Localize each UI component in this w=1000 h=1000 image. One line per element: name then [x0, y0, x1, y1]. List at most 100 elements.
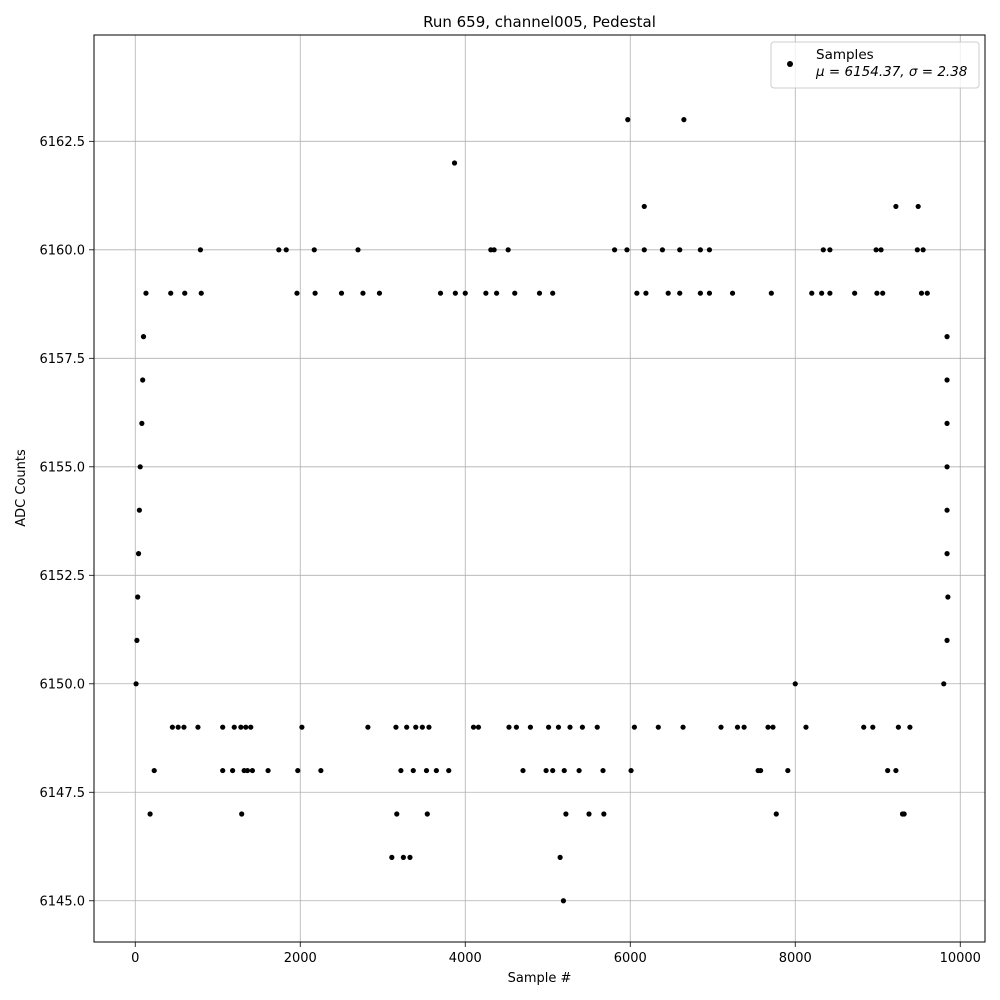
- data-point: [312, 290, 318, 296]
- data-point: [140, 377, 146, 383]
- data-points: [133, 117, 951, 904]
- data-point: [643, 290, 649, 296]
- data-point: [770, 724, 776, 730]
- data-point: [433, 767, 439, 774]
- plot-frame: [93, 34, 986, 943]
- data-point: [641, 247, 647, 253]
- data-point: [874, 290, 880, 296]
- data-point: [625, 117, 631, 123]
- data-point: [404, 724, 410, 730]
- data-point: [697, 247, 703, 253]
- data-point: [628, 767, 634, 774]
- data-point: [941, 681, 947, 687]
- data-point: [944, 464, 950, 470]
- data-point: [238, 724, 244, 730]
- data-point: [276, 247, 282, 253]
- data-point: [827, 290, 833, 296]
- data-point: [819, 290, 825, 296]
- data-point: [758, 767, 764, 774]
- data-point: [634, 290, 640, 296]
- data-point: [220, 767, 226, 774]
- data-point: [944, 420, 950, 426]
- data-point: [765, 724, 771, 730]
- data-point: [423, 767, 430, 774]
- data-point: [318, 767, 324, 774]
- data-point: [924, 290, 930, 296]
- data-point: [407, 854, 413, 860]
- data-point: [827, 247, 833, 253]
- data-point: [239, 811, 245, 817]
- data-point: [299, 724, 305, 730]
- data-point: [389, 854, 395, 860]
- axis-ticks: 0 2000 4000 6000 8000 10000 6145.0 6147.5 6150.0…: [40, 135, 981, 966]
- data-point: [785, 767, 791, 774]
- data-point: [527, 724, 534, 730]
- data-point: [426, 724, 432, 730]
- data-point: [944, 334, 950, 340]
- data-point: [560, 898, 567, 904]
- data-point: [631, 724, 637, 730]
- data-point: [792, 681, 798, 687]
- data-point: [914, 247, 920, 253]
- data-point: [680, 724, 686, 730]
- data-point: [729, 290, 736, 296]
- data-point: [249, 767, 255, 774]
- data-point: [410, 767, 416, 774]
- data-point: [576, 767, 582, 774]
- y-tick-label: 6155.0: [40, 460, 86, 475]
- data-point: [365, 724, 371, 730]
- legend-series-name: Samples: [816, 47, 874, 63]
- y-tick-label: 6152.5: [40, 569, 86, 584]
- data-point: [870, 724, 876, 730]
- x-tick-label: 6000: [614, 951, 647, 966]
- x-tick-label: 8000: [779, 951, 812, 966]
- data-point: [513, 724, 520, 730]
- data-point: [677, 247, 683, 253]
- data-point: [135, 551, 142, 557]
- data-point: [563, 811, 569, 817]
- data-point: [878, 247, 884, 253]
- data-point: [483, 290, 489, 296]
- data-point: [918, 290, 925, 296]
- data-point: [561, 767, 567, 774]
- data-point: [944, 377, 950, 383]
- data-point: [555, 724, 562, 730]
- data-point: [398, 767, 404, 774]
- data-point: [579, 724, 586, 730]
- grid: [94, 35, 985, 942]
- data-point: [230, 767, 236, 774]
- data-point: [550, 767, 556, 774]
- data-point: [475, 724, 482, 730]
- y-tick-label: 6150.0: [40, 677, 86, 692]
- data-point: [195, 724, 201, 730]
- data-point: [611, 247, 618, 253]
- data-point: [505, 247, 511, 253]
- data-point: [311, 247, 317, 253]
- data-point: [494, 290, 500, 296]
- data-point: [536, 290, 543, 296]
- data-point: [697, 290, 703, 296]
- data-point: [895, 724, 901, 730]
- data-point: [506, 724, 512, 730]
- data-point: [773, 811, 779, 817]
- data-point: [338, 290, 345, 296]
- data-point: [901, 811, 907, 817]
- data-point: [294, 290, 300, 296]
- data-point: [741, 724, 747, 730]
- data-point: [231, 724, 237, 730]
- data-point: [452, 290, 458, 296]
- data-point: [944, 637, 950, 643]
- data-point: [243, 724, 249, 730]
- data-point: [920, 247, 926, 253]
- data-point: [944, 507, 950, 513]
- data-point: [244, 767, 251, 774]
- data-point: [283, 247, 289, 253]
- y-axis-label: ADC Counts: [14, 449, 29, 527]
- data-point: [181, 724, 187, 730]
- data-point: [893, 203, 899, 210]
- chart-title: Run 659, channel005, Pedestal: [423, 13, 656, 31]
- data-point: [470, 724, 477, 730]
- y-tick-label: 6147.5: [40, 786, 86, 801]
- data-point: [768, 290, 774, 296]
